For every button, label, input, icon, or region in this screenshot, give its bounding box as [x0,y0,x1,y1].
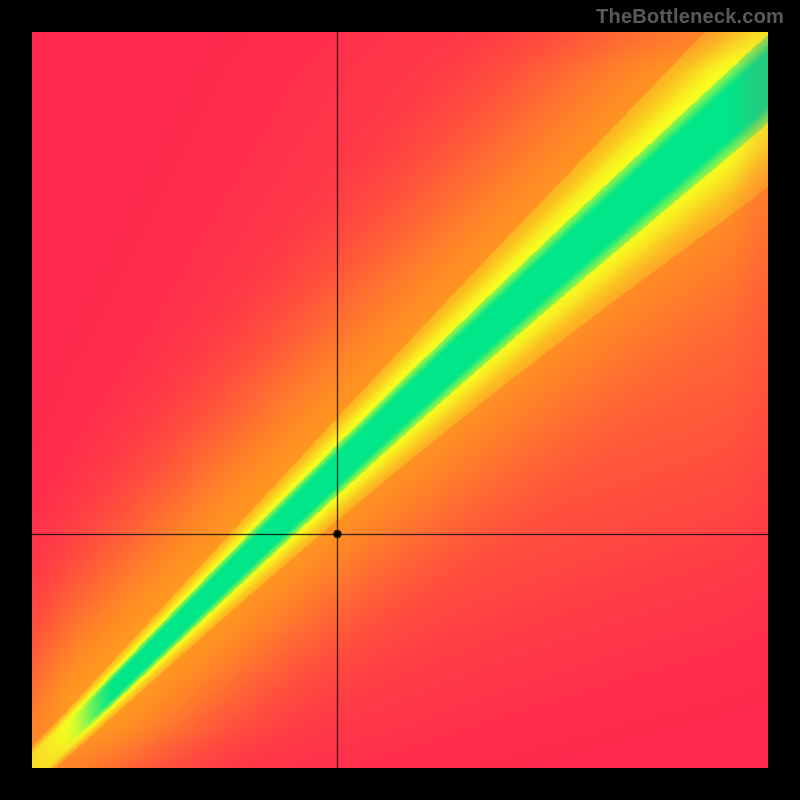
watermark-text: TheBottleneck.com [596,6,784,29]
bottleneck-heatmap [32,32,768,768]
heatmap-canvas [32,32,768,768]
